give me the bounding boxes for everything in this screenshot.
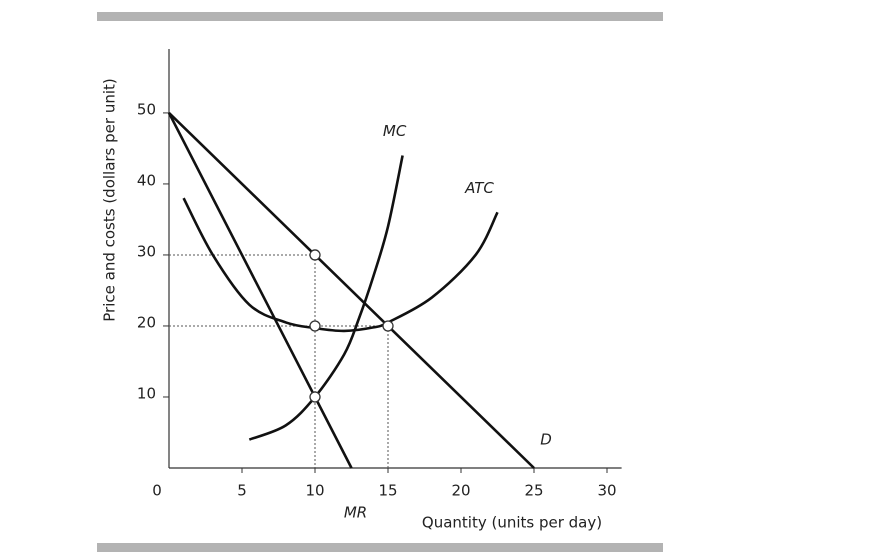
origin-label: 0: [152, 482, 162, 500]
curve: [167, 112, 353, 469]
point: [382, 320, 394, 332]
y-tick-label: 20: [137, 313, 156, 331]
y-tick-label: 30: [137, 242, 156, 260]
top-bar: [97, 12, 663, 21]
y-tick-label: 10: [137, 384, 156, 402]
curve-label: ATC: [464, 179, 494, 197]
curve-label: MR: [344, 504, 367, 522]
x-tick-label: 30: [597, 482, 616, 500]
curve-label: D: [540, 431, 552, 449]
y-axis-title: Price and costs (dollars per unit): [101, 78, 119, 321]
x-tick-label: 25: [524, 482, 543, 500]
x-tick-label: 15: [378, 482, 397, 500]
point: [309, 391, 321, 403]
x-tick-label: 20: [451, 482, 470, 500]
bottom-bar: [97, 543, 663, 552]
point: [309, 249, 321, 261]
curve: [168, 111, 535, 469]
x-tick-label: 10: [305, 482, 324, 500]
x-tick-label: 5: [237, 482, 247, 500]
curve-label: MC: [383, 122, 407, 140]
y-tick-label: 40: [137, 171, 156, 189]
x-axis-title: Quantity (units per day): [422, 514, 602, 532]
y-tick-label: 50: [137, 100, 156, 118]
curve: [248, 155, 404, 441]
point: [309, 320, 321, 332]
curve: [182, 197, 499, 333]
